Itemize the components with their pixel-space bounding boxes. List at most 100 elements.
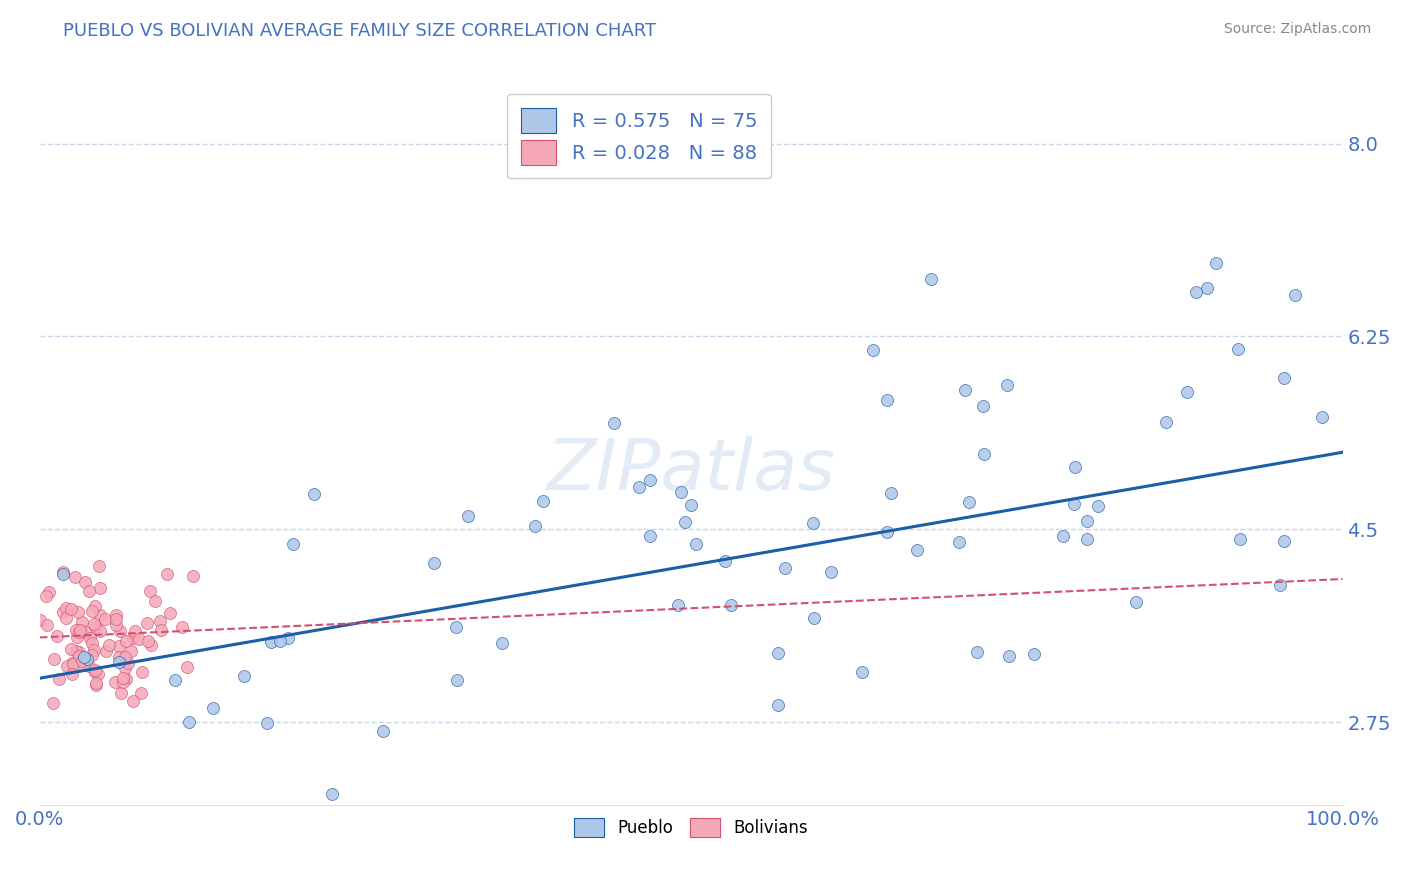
Point bbox=[114, 672, 136, 686]
Point bbox=[371, 723, 394, 738]
Point bbox=[880, 486, 903, 500]
Point bbox=[48, 673, 70, 687]
Point bbox=[681, 498, 703, 512]
Point bbox=[139, 583, 162, 598]
Point bbox=[117, 657, 139, 671]
Point bbox=[666, 599, 689, 613]
Point bbox=[104, 612, 127, 626]
Point bbox=[713, 554, 735, 568]
Point bbox=[768, 646, 790, 660]
Point bbox=[67, 645, 90, 659]
Point bbox=[131, 665, 153, 679]
Point bbox=[139, 638, 162, 652]
Point bbox=[122, 694, 145, 708]
Point bbox=[972, 399, 994, 413]
Point bbox=[820, 565, 842, 579]
Point bbox=[1184, 285, 1206, 299]
Point bbox=[65, 644, 87, 658]
Point bbox=[998, 648, 1021, 663]
Point bbox=[136, 616, 159, 631]
Point bbox=[202, 701, 225, 715]
Point bbox=[1024, 647, 1046, 661]
Point bbox=[115, 634, 138, 648]
Point bbox=[1270, 577, 1292, 591]
Point bbox=[876, 393, 898, 408]
Point bbox=[531, 494, 554, 508]
Point bbox=[94, 644, 117, 658]
Point bbox=[108, 649, 131, 664]
Point bbox=[773, 560, 796, 574]
Point bbox=[55, 611, 77, 625]
Point bbox=[260, 635, 283, 649]
Point bbox=[159, 606, 181, 620]
Point bbox=[62, 657, 84, 671]
Point bbox=[111, 671, 134, 685]
Point bbox=[82, 636, 104, 650]
Point bbox=[52, 565, 75, 579]
Point bbox=[79, 659, 101, 673]
Point bbox=[122, 631, 145, 645]
Point bbox=[143, 594, 166, 608]
Point bbox=[766, 698, 789, 712]
Point bbox=[114, 661, 136, 675]
Point bbox=[98, 638, 121, 652]
Point bbox=[669, 485, 692, 500]
Point bbox=[1076, 532, 1098, 546]
Point bbox=[685, 537, 707, 551]
Point bbox=[269, 633, 291, 648]
Point bbox=[1156, 415, 1178, 429]
Point bbox=[67, 625, 90, 640]
Point bbox=[73, 624, 96, 639]
Point bbox=[1052, 528, 1074, 542]
Point bbox=[124, 624, 146, 638]
Point bbox=[73, 649, 96, 664]
Point bbox=[104, 675, 127, 690]
Point bbox=[603, 416, 626, 430]
Point bbox=[1087, 500, 1109, 514]
Point bbox=[966, 645, 988, 659]
Point bbox=[65, 624, 87, 638]
Point bbox=[491, 636, 513, 650]
Point bbox=[83, 665, 105, 679]
Point bbox=[84, 678, 107, 692]
Point bbox=[110, 624, 132, 638]
Point bbox=[89, 581, 111, 595]
Point bbox=[256, 716, 278, 731]
Point bbox=[181, 569, 204, 583]
Point bbox=[170, 620, 193, 634]
Point bbox=[70, 615, 93, 629]
Point bbox=[105, 607, 128, 622]
Point bbox=[83, 643, 105, 657]
Point bbox=[52, 567, 75, 582]
Point bbox=[30, 613, 52, 627]
Point bbox=[1272, 533, 1295, 548]
Point bbox=[150, 624, 173, 638]
Point bbox=[83, 617, 105, 632]
Point bbox=[862, 343, 884, 357]
Point bbox=[108, 655, 131, 669]
Point bbox=[128, 632, 150, 647]
Point bbox=[905, 543, 928, 558]
Point bbox=[1175, 384, 1198, 399]
Point bbox=[75, 574, 97, 589]
Point bbox=[35, 618, 58, 632]
Point bbox=[72, 657, 94, 672]
Point bbox=[457, 508, 479, 523]
Point bbox=[423, 556, 446, 570]
Point bbox=[87, 559, 110, 574]
Point bbox=[1076, 514, 1098, 528]
Point bbox=[321, 787, 343, 801]
Point bbox=[59, 642, 82, 657]
Point bbox=[948, 534, 970, 549]
Point bbox=[1284, 288, 1306, 302]
Point bbox=[149, 614, 172, 628]
Point bbox=[94, 612, 117, 626]
Point bbox=[997, 378, 1019, 392]
Point bbox=[56, 659, 79, 673]
Point bbox=[1063, 459, 1085, 474]
Point bbox=[1063, 497, 1085, 511]
Point bbox=[720, 599, 742, 613]
Point bbox=[1229, 532, 1251, 546]
Point bbox=[165, 673, 187, 687]
Point bbox=[108, 639, 131, 653]
